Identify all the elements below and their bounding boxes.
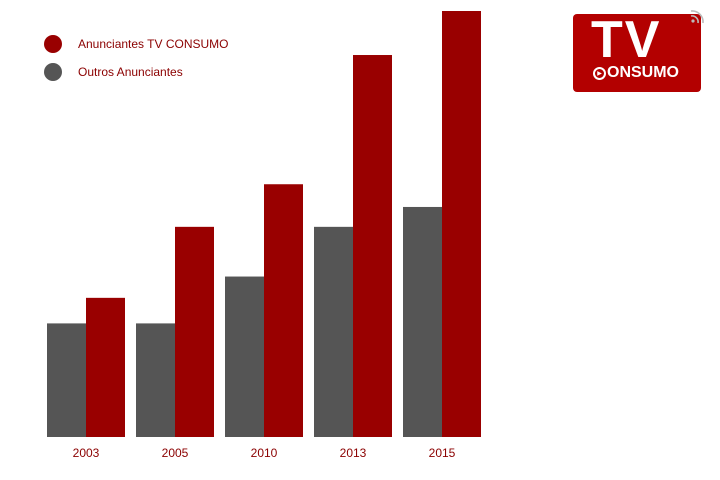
bar-2003-tv-consumo bbox=[86, 297, 125, 437]
bar-2015-outros bbox=[403, 206, 442, 437]
legend-item-outros: Outros Anunciantes bbox=[44, 62, 229, 82]
legend-swatch-tv-consumo bbox=[44, 35, 62, 53]
bar-2005-tv-consumo bbox=[175, 226, 214, 437]
bar-2013-outros bbox=[314, 226, 353, 437]
logo-consumo: ▶ ONSUMO bbox=[593, 64, 679, 82]
x-tick-label: 2010 bbox=[251, 446, 278, 460]
play-icon: ▶ bbox=[593, 66, 606, 80]
bar-2005-outros bbox=[136, 323, 175, 437]
x-tick-label: 2003 bbox=[73, 446, 100, 460]
legend-label-tv-consumo: Anunciantes TV CONSUMO bbox=[78, 37, 229, 51]
bar-2015-tv-consumo bbox=[442, 11, 481, 437]
bar-2010-outros bbox=[225, 276, 264, 437]
tv-consumo-logo: TV ▶ ONSUMO bbox=[573, 14, 701, 92]
legend-item-tv-consumo: Anunciantes TV CONSUMO bbox=[44, 34, 229, 54]
bar-2010-tv-consumo bbox=[264, 184, 303, 437]
legend-label-outros: Outros Anunciantes bbox=[78, 65, 183, 79]
logo-tv-text: TV bbox=[591, 14, 662, 69]
logo-consumo-text: ONSUMO bbox=[607, 64, 679, 81]
signal-icon bbox=[690, 10, 704, 24]
x-tick-label: 2013 bbox=[340, 446, 367, 460]
x-tick-label: 2015 bbox=[429, 446, 456, 460]
bar-2013-tv-consumo bbox=[353, 55, 392, 438]
bar-2003-outros bbox=[47, 323, 86, 437]
legend-swatch-outros bbox=[44, 63, 62, 81]
x-tick-label: 2005 bbox=[162, 446, 189, 460]
chart-legend: Anunciantes TV CONSUMO Outros Anunciante… bbox=[44, 34, 229, 90]
